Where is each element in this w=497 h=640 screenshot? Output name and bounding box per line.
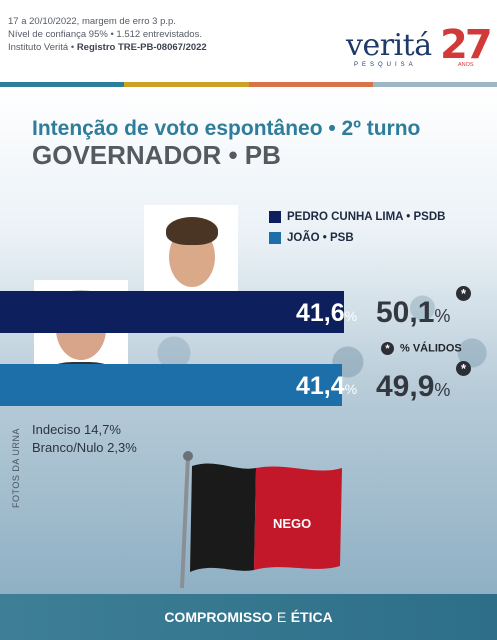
branco-nulo-value: Branco/Nulo 2,3%: [32, 440, 137, 455]
flag-red-section: [254, 466, 342, 570]
logo-sub: PESQUISA: [354, 62, 417, 68]
institute-name: Instituto Veritá •: [8, 42, 77, 53]
paraiba-flag: [180, 451, 342, 589]
valid-caption-text: % VÁLIDOS: [400, 342, 462, 355]
footer-etica: ÉTICA: [290, 609, 333, 625]
footer-compromisso: COMPROMISSO: [164, 609, 273, 625]
footer-e: E: [276, 609, 287, 625]
bar-value-pedro-number: 41,6: [296, 299, 345, 327]
chart-title: Intenção de voto espontâneo • 2º turno: [32, 117, 421, 140]
bar-value-joao-number: 41,4: [296, 372, 345, 400]
bar-value-pedro-unit: %: [344, 308, 358, 324]
flag-black-section: [190, 463, 256, 572]
valid-value-joao-number: 49,9: [376, 370, 435, 403]
verita-logo: veritá PESQUISA 27 ANOS: [346, 22, 493, 72]
bar-value-joao: 41,4%: [296, 372, 357, 401]
flag-pole: [180, 455, 190, 589]
survey-dates: 17 a 20/10/2022, margem de erro 3 p.p.: [8, 16, 176, 27]
bar-joao: [0, 364, 343, 406]
legend-swatch-pedro: [269, 210, 281, 223]
other-responses: Indeciso 14,7% Branco/Nulo 2,3%: [32, 421, 137, 457]
bar-pedro: [0, 291, 345, 333]
accent-stripe: [0, 82, 497, 87]
valid-value-pedro: 50,1%: [376, 296, 450, 330]
valid-caption-marker: *: [381, 342, 394, 355]
header: 17 a 20/10/2022, margem de erro 3 p.p. N…: [0, 0, 497, 82]
valid-value-pedro-unit: %: [434, 306, 451, 326]
logo-anos: ANOS: [458, 62, 474, 68]
photo-credit: FOTOS DA URNA: [11, 428, 21, 508]
flag-pole-top: [183, 451, 193, 461]
bar-value-pedro: 41,6%: [296, 299, 357, 328]
legend-item-pedro: PEDRO CUNHA LIMA • PSDB: [269, 208, 445, 226]
flag-text: NEGO: [273, 516, 312, 531]
valid-value-joao-unit: %: [434, 380, 451, 400]
valid-value-pedro-number: 50,1: [376, 296, 435, 329]
footer: COMPROMISSO E ÉTICA: [0, 594, 497, 640]
valid-marker-pedro: *: [456, 286, 471, 301]
bar-value-joao-unit: %: [344, 381, 358, 397]
valid-caption: * % VÁLIDOS: [381, 342, 462, 355]
valid-marker-joao: *: [456, 361, 471, 376]
legend-swatch-joao: [269, 231, 281, 244]
survey-registry: Instituto Veritá • Registro TRE-PB-08067…: [8, 41, 207, 54]
legend-label-pedro: PEDRO CUNHA LIMA • PSDB: [287, 210, 446, 223]
valid-value-joao: 49,9%: [376, 370, 450, 404]
registry-number: Registro TRE-PB-08067/2022: [76, 42, 207, 53]
legend-label-joao: JOÃO • PSB: [287, 231, 354, 244]
survey-confidence: Nível de confiança 95% • 1.512 entrevist…: [8, 29, 202, 40]
survey-meta: 17 a 20/10/2022, margem de erro 3 p.p. N…: [8, 15, 207, 54]
legend-item-joao: JOÃO • PSB: [269, 229, 354, 247]
chart-subtitle: GOVERNADOR • PB: [32, 140, 281, 170]
hair-shape: [166, 217, 218, 245]
logo-anniversary-number: 27: [440, 22, 493, 68]
logo-word: veritá: [346, 28, 432, 63]
indeciso-value: Indeciso 14,7%: [32, 422, 121, 437]
